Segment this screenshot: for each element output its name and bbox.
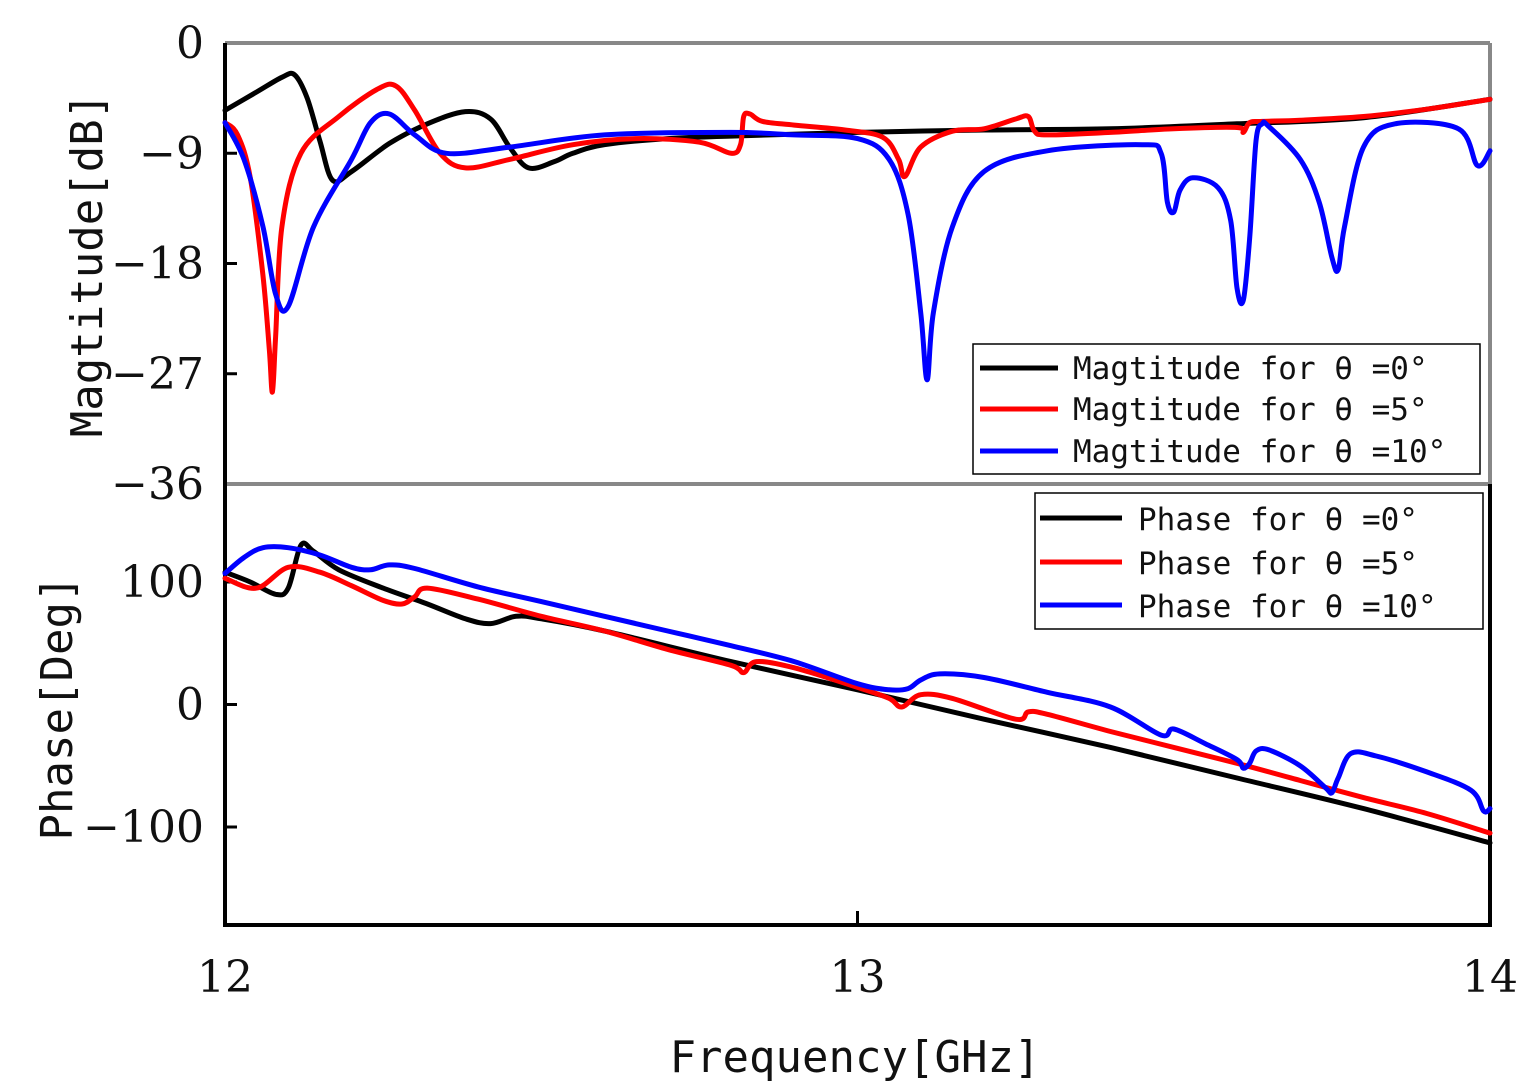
x-tick-label: 12 [197, 952, 253, 1003]
bottom-y-ticks: 100 0 −100 [83, 557, 237, 853]
magnitude-series-line-0 [222, 70, 1493, 185]
magnitude-series-line-1 [222, 81, 1493, 395]
bottom-y-tick-label: −100 [83, 802, 204, 853]
top-y-tick-label: −36 [111, 459, 204, 510]
bottom-y-tick-label: 100 [120, 557, 204, 608]
x-ticks: 12 13 14 [197, 911, 1518, 1003]
top-y-axis-title: Magtitude[dB] [62, 93, 113, 437]
legend-label-phase-0: Phase for θ =0° [1138, 502, 1418, 538]
top-y-tick-label: −27 [111, 349, 204, 400]
bottom-y-tick-label: 0 [176, 680, 204, 731]
bottom-y-axis-title: Phase[Deg] [32, 576, 83, 841]
magnitude-legend: Magtitude for θ =0° Magtitude for θ =5° … [972, 343, 1481, 475]
legend-label-mag-0: Magtitude for θ =0° [1073, 351, 1428, 387]
legend-label-phase-10: Phase for θ =10° [1138, 589, 1437, 625]
legend-label-mag-5: Magtitude for θ =5° [1073, 392, 1428, 428]
phase-series-line-2 [222, 544, 1493, 815]
top-y-tick-label: −9 [139, 128, 204, 179]
legend-label-phase-5: Phase for θ =5° [1138, 546, 1418, 582]
x-tick-label: 14 [1462, 952, 1518, 1003]
magnitude-series [222, 70, 1493, 395]
top-y-ticks: 0 −9 −18 −27 −36 [111, 18, 237, 510]
phase-legend: Phase for θ =0° Phase for θ =5° Phase fo… [1034, 492, 1484, 630]
x-tick-label: 13 [830, 952, 886, 1003]
top-y-tick-label: 0 [176, 18, 204, 69]
phase-series [222, 540, 1493, 846]
phase-series-line-1 [222, 563, 1493, 836]
top-y-tick-label: −18 [111, 239, 204, 290]
magnitude-series-line-2 [222, 110, 1493, 383]
legend-label-mag-10: Magtitude for θ =10° [1073, 434, 1446, 470]
x-axis-title: Frequency[GHz] [670, 1032, 1041, 1083]
